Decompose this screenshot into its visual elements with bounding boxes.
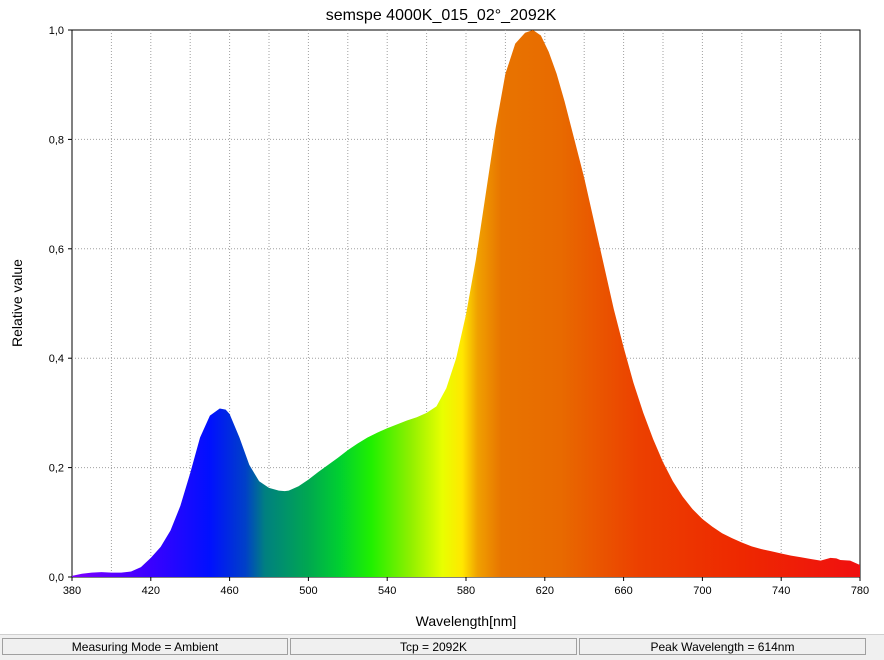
x-tick-label: 780 — [851, 585, 869, 597]
y-tick-label: 0,4 — [49, 353, 64, 365]
x-tick-label: 620 — [536, 585, 554, 597]
peak-wavelength-status: Peak Wavelength = 614nm — [579, 638, 866, 655]
y-tick-label: 0,2 — [49, 463, 64, 475]
chart-title: semspe 4000K_015_02°_2092K — [326, 7, 557, 24]
chart: semspe 4000K_015_02°_2092K 380 420 460 500 5… — [9, 7, 869, 629]
x-tick-label: 460 — [220, 585, 238, 597]
x-tick-label: 500 — [299, 585, 317, 597]
x-tick-label: 380 — [63, 585, 81, 597]
measuring-mode-status: Measuring Mode = Ambient — [2, 638, 288, 655]
axes: 380 420 460 500 540 580 620 660 700 740 780 0,0 0,2 0… — [49, 25, 869, 597]
x-tick-label: 700 — [693, 585, 711, 597]
status-bar: Measuring Mode = Ambient Tcp = 2092K Pea… — [0, 634, 884, 660]
y-tick-label: 1,0 — [49, 25, 64, 37]
y-tick-label: 0,0 — [49, 572, 64, 584]
spectrum-area — [72, 30, 860, 577]
x-axis-label: Wavelength[nm] — [416, 613, 517, 629]
x-tick-label: 580 — [457, 585, 475, 597]
y-tick-label: 0,8 — [49, 134, 64, 146]
x-tick-label: 740 — [772, 585, 790, 597]
x-tick-label: 420 — [142, 585, 160, 597]
x-tick-label: 660 — [614, 585, 632, 597]
tcp-status: Tcp = 2092K — [290, 638, 577, 655]
y-tick-label: 0,6 — [49, 244, 64, 256]
x-tick-label: 540 — [378, 585, 396, 597]
y-axis-label: Relative value — [9, 259, 25, 347]
